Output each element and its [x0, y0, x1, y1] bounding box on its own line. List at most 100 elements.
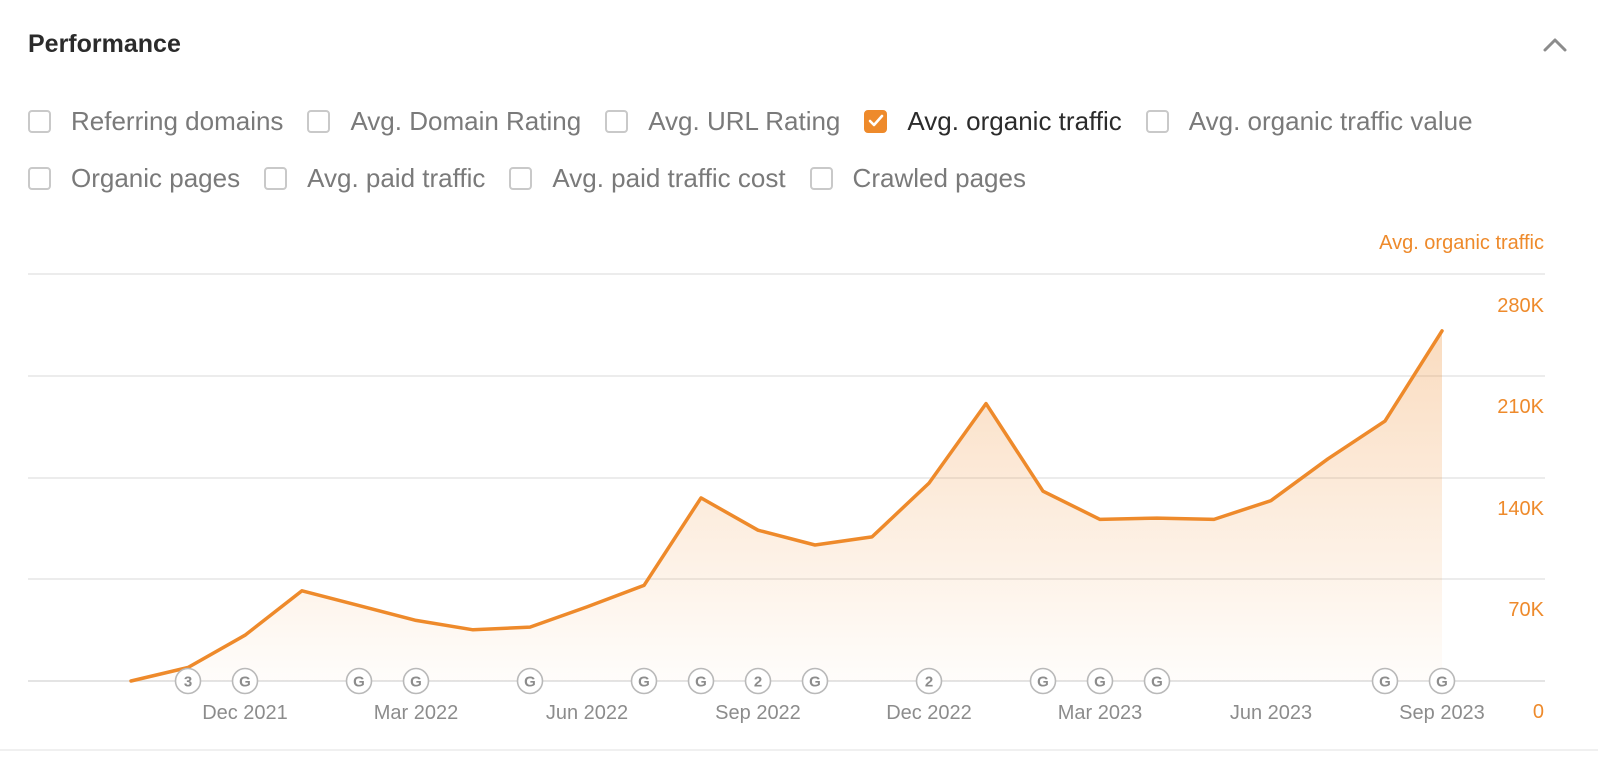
event-marker	[1143, 667, 1171, 695]
data-point	[467, 624, 479, 636]
checkbox-box[interactable]	[1145, 109, 1169, 133]
x-tick-label: Mar 2023	[1058, 702, 1143, 724]
data-point	[1151, 512, 1163, 524]
checkbox-box[interactable]	[307, 109, 331, 133]
google-update-icon: G	[1151, 674, 1163, 691]
event-marker	[516, 667, 544, 695]
checkbox-label: Avg. organic traffic value	[1188, 105, 1473, 136]
checkbox-label: Avg. organic traffic	[907, 105, 1122, 136]
event-marker	[915, 667, 943, 695]
data-point	[524, 621, 536, 633]
data-point	[296, 585, 308, 597]
y-tick-label: 280K	[1497, 295, 1544, 317]
data-point	[125, 675, 137, 687]
google-update-icon: G	[353, 674, 365, 691]
x-tick-label: Dec 2021	[202, 702, 288, 724]
data-point	[1208, 513, 1220, 525]
checkbox-box[interactable]	[864, 109, 888, 133]
filter-row-1: Referring domains Avg. Domain Rating Avg. …	[28, 98, 1573, 144]
checkbox-label: Avg. URL Rating	[648, 105, 841, 136]
event-marker	[1086, 667, 1114, 695]
data-point	[353, 600, 365, 612]
checkbox-crawled-pages[interactable]: Crawled pages	[809, 163, 1026, 194]
google-update-icon: G	[1037, 674, 1049, 691]
checkbox-label: Avg. Domain Rating	[350, 105, 582, 136]
checkbox-referring-domains[interactable]: Referring domains	[28, 106, 283, 137]
data-point	[638, 579, 650, 591]
checkbox-box[interactable]	[509, 166, 533, 190]
checkbox-avg-organic-traffic[interactable]: Avg. organic traffic	[864, 105, 1122, 137]
annotation-count: 2	[925, 674, 933, 691]
data-point	[1436, 325, 1448, 337]
checkbox-label: Avg. paid traffic	[307, 162, 486, 193]
data-point	[1265, 495, 1277, 507]
metric-filters: Referring domains Avg. Domain Rating Avg. …	[28, 98, 1573, 212]
y-tick-label: 140K	[1497, 498, 1544, 520]
data-point	[1322, 453, 1334, 465]
checkbox-avg-organic-traffic-value[interactable]: Avg. organic traffic value	[1145, 105, 1473, 137]
performance-header: Performance	[28, 26, 1570, 62]
checkbox-avg-paid-traffic-cost[interactable]: Avg. paid traffic cost	[509, 162, 786, 194]
event-marker	[1371, 667, 1399, 695]
data-point	[239, 629, 251, 641]
data-point	[410, 614, 422, 626]
event-marker	[801, 667, 829, 695]
checkbox-box[interactable]	[28, 109, 51, 133]
google-update-icon: G	[1379, 674, 1391, 691]
data-point	[1037, 485, 1049, 497]
x-tick-label: Sep 2023	[1399, 702, 1485, 724]
x-tick-label: Jun 2023	[1230, 702, 1312, 724]
data-point	[695, 492, 707, 504]
checkbox-avg-url-rating[interactable]: Avg. URL Rating	[605, 106, 840, 137]
series-area	[131, 330, 1442, 681]
checkbox-label: Organic pages	[71, 162, 241, 193]
checkbox-box[interactable]	[605, 109, 629, 133]
data-point	[809, 539, 821, 551]
x-tick-label: Dec 2022	[886, 702, 972, 724]
checkbox-label: Referring domains	[71, 105, 284, 136]
checkbox-label: Avg. paid traffic cost	[552, 162, 786, 193]
event-marker	[174, 667, 202, 695]
annotation-count: 3	[184, 674, 192, 691]
data-point	[1094, 513, 1106, 525]
checkbox-avg-paid-traffic[interactable]: Avg. paid traffic	[264, 163, 485, 194]
google-update-icon: G	[809, 674, 821, 691]
google-update-icon: G	[638, 674, 650, 691]
event-marker	[687, 667, 715, 695]
event-marker	[1029, 667, 1057, 695]
checkbox-box[interactable]	[264, 166, 288, 190]
google-update-icon: G	[1094, 674, 1106, 691]
checkbox-box[interactable]	[809, 166, 833, 190]
checkbox-box[interactable]	[28, 166, 51, 190]
filter-row-2: Organic pages Avg. paid traffic Avg. paid …	[28, 155, 1573, 201]
data-point	[1379, 415, 1391, 427]
chevron-up-icon[interactable]	[1540, 30, 1570, 58]
data-point	[980, 398, 992, 410]
google-update-icon: G	[1436, 674, 1448, 691]
y-axis-title: Avg. organic traffic	[1379, 232, 1544, 254]
x-tick-label: Mar 2022	[374, 702, 459, 724]
x-tick-label: Jun 2022	[546, 702, 628, 724]
event-marker	[630, 667, 658, 695]
y-tick-label: 210K	[1497, 396, 1544, 418]
data-point	[923, 477, 935, 489]
y-tick-label: 70K	[1508, 599, 1544, 621]
data-point	[866, 531, 878, 543]
annotation-count: 2	[754, 674, 762, 691]
x-tick-label: Sep 2022	[715, 702, 801, 724]
data-point	[752, 524, 764, 536]
checkbox-organic-pages[interactable]: Organic pages	[28, 163, 240, 194]
event-marker	[231, 667, 259, 695]
data-point	[581, 601, 593, 613]
y-tick-label: 0	[1533, 701, 1544, 723]
series-line	[129, 329, 1444, 683]
google-update-icon: G	[524, 674, 536, 691]
event-marker	[1428, 667, 1456, 695]
checkbox-avg-domain-rating[interactable]: Avg. Domain Rating	[307, 106, 581, 137]
event-marker	[744, 667, 772, 695]
section-title: Performance	[28, 30, 181, 58]
check-icon	[868, 114, 884, 127]
event-marker	[402, 667, 430, 695]
google-update-icon: G	[410, 674, 422, 691]
